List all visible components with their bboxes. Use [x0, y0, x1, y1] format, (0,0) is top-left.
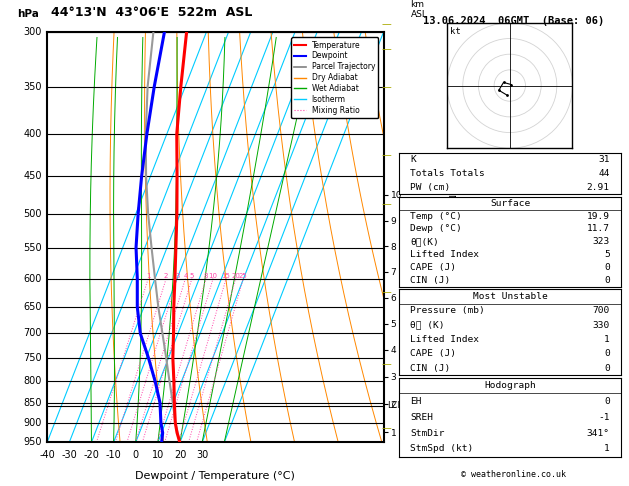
Text: 5: 5 — [190, 273, 194, 278]
Text: 0: 0 — [604, 349, 610, 358]
Text: EH: EH — [411, 397, 422, 406]
Text: -1: -1 — [598, 413, 610, 422]
Text: 4: 4 — [183, 273, 187, 278]
Text: —: — — [381, 423, 391, 433]
Text: 600: 600 — [24, 274, 42, 283]
Text: 0: 0 — [604, 263, 610, 272]
Text: 550: 550 — [23, 243, 42, 253]
Text: 0: 0 — [604, 364, 610, 373]
Text: 1: 1 — [146, 273, 150, 278]
Text: 700: 700 — [24, 329, 42, 338]
Text: 1: 1 — [604, 335, 610, 344]
Text: Lifted Index: Lifted Index — [411, 335, 479, 344]
Text: 0: 0 — [604, 397, 610, 406]
Text: hPa: hPa — [17, 9, 39, 19]
Text: —: — — [381, 360, 391, 369]
Text: © weatheronline.co.uk: © weatheronline.co.uk — [462, 469, 566, 479]
Text: 700: 700 — [593, 306, 610, 315]
Text: 400: 400 — [24, 129, 42, 139]
Text: -40: -40 — [39, 451, 55, 460]
Text: 950: 950 — [24, 437, 42, 447]
Text: Surface: Surface — [490, 199, 530, 208]
Text: Lifted Index: Lifted Index — [411, 250, 479, 259]
Text: 450: 450 — [24, 171, 42, 181]
Text: CIN (J): CIN (J) — [411, 364, 451, 373]
Text: 8: 8 — [204, 273, 208, 278]
Text: 341°: 341° — [587, 429, 610, 437]
Text: 10: 10 — [209, 273, 218, 278]
Text: 25: 25 — [239, 273, 248, 278]
Text: —: — — [381, 287, 391, 296]
Text: CIN (J): CIN (J) — [411, 276, 451, 285]
Text: 330: 330 — [593, 320, 610, 330]
Text: Most Unstable: Most Unstable — [473, 292, 547, 301]
Text: Pressure (mb): Pressure (mb) — [411, 306, 485, 315]
Text: 350: 350 — [24, 82, 42, 91]
Text: —: — — [381, 199, 391, 209]
Text: Hodograph: Hodograph — [484, 381, 536, 390]
Text: PW (cm): PW (cm) — [411, 183, 451, 192]
Text: 30: 30 — [196, 451, 208, 460]
Text: 500: 500 — [24, 208, 42, 219]
Text: θᴇ(K): θᴇ(K) — [411, 237, 439, 246]
Text: 5: 5 — [604, 250, 610, 259]
Text: 650: 650 — [24, 302, 42, 312]
Text: 2: 2 — [164, 273, 169, 278]
Text: Temp (°C): Temp (°C) — [411, 211, 462, 221]
Text: 323: 323 — [593, 237, 610, 246]
Text: K: K — [411, 156, 416, 164]
Text: 15: 15 — [221, 273, 231, 278]
Text: -30: -30 — [62, 451, 77, 460]
Text: CAPE (J): CAPE (J) — [411, 349, 457, 358]
Text: 44°13'N  43°06'E  522m  ASL: 44°13'N 43°06'E 522m ASL — [50, 6, 252, 19]
Text: LCL: LCL — [387, 401, 402, 410]
Text: SREH: SREH — [411, 413, 433, 422]
Text: Mixing Ratio (g/kg): Mixing Ratio (g/kg) — [447, 194, 455, 280]
Text: CAPE (J): CAPE (J) — [411, 263, 457, 272]
Text: 3: 3 — [175, 273, 179, 278]
Text: 10: 10 — [152, 451, 164, 460]
Text: θᴇ (K): θᴇ (K) — [411, 320, 445, 330]
Text: StmDir: StmDir — [411, 429, 445, 437]
Legend: Temperature, Dewpoint, Parcel Trajectory, Dry Adiabat, Wet Adiabat, Isotherm, Mi: Temperature, Dewpoint, Parcel Trajectory… — [291, 37, 378, 118]
Text: 20: 20 — [174, 451, 186, 460]
Text: 31: 31 — [598, 156, 610, 164]
Text: StmSpd (kt): StmSpd (kt) — [411, 444, 474, 453]
Text: km
ASL: km ASL — [411, 0, 428, 19]
Text: 13.06.2024  06GMT  (Base: 06): 13.06.2024 06GMT (Base: 06) — [423, 16, 604, 26]
Text: —: — — [381, 19, 391, 29]
Text: 0: 0 — [604, 276, 610, 285]
Text: 850: 850 — [24, 398, 42, 408]
Text: —: — — [381, 83, 391, 92]
Text: -20: -20 — [84, 451, 99, 460]
Text: 2.91: 2.91 — [587, 183, 610, 192]
Text: Totals Totals: Totals Totals — [411, 169, 485, 178]
Text: —: — — [381, 151, 391, 160]
Text: 20: 20 — [231, 273, 240, 278]
Text: —: — — [381, 44, 391, 53]
Text: 44: 44 — [598, 169, 610, 178]
Text: 1: 1 — [604, 444, 610, 453]
Text: 750: 750 — [23, 353, 42, 363]
Text: 19.9: 19.9 — [587, 211, 610, 221]
Text: 300: 300 — [24, 27, 42, 36]
Text: kt: kt — [450, 27, 460, 35]
Text: Dewpoint / Temperature (°C): Dewpoint / Temperature (°C) — [135, 471, 296, 481]
Text: Dewp (°C): Dewp (°C) — [411, 225, 462, 233]
Text: 0: 0 — [133, 451, 139, 460]
Text: 800: 800 — [24, 376, 42, 386]
Text: 11.7: 11.7 — [587, 225, 610, 233]
Text: 900: 900 — [24, 418, 42, 428]
Text: -10: -10 — [106, 451, 121, 460]
